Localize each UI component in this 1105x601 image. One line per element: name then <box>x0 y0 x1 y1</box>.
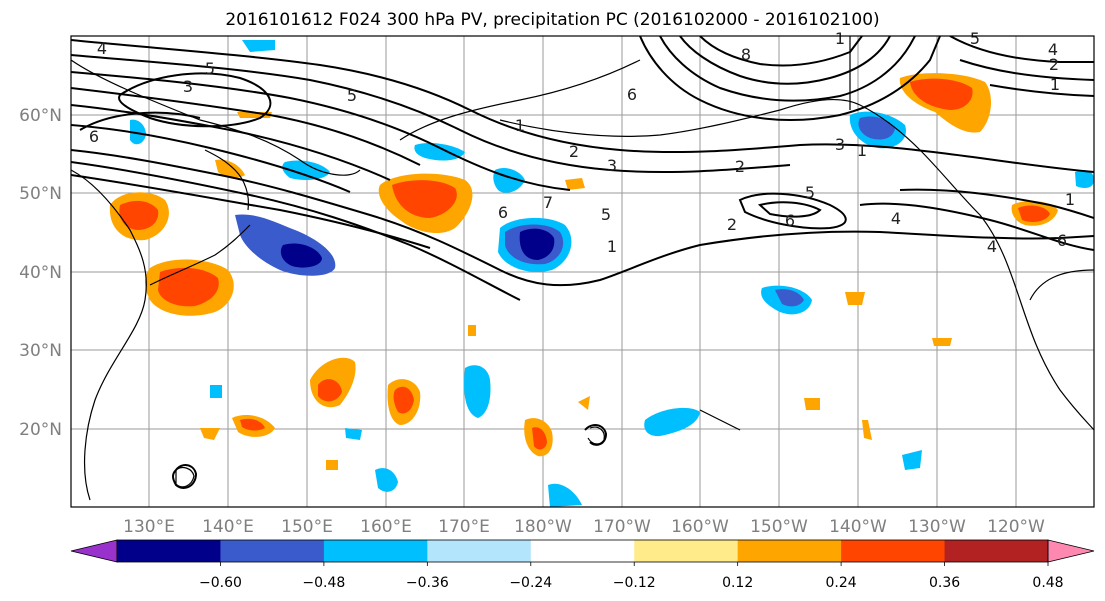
longitude-labels: 130°E 140°E 150°E 160°E 170°E 180°W 170°W 160°W… <box>123 517 1045 537</box>
pv-contour-label: 2 <box>1049 55 1059 74</box>
pv-contour-label: 8 <box>741 45 751 64</box>
pv-contour-label: 4 <box>97 39 107 58</box>
precipitation-anomaly-shading <box>109 40 1094 507</box>
pv-contour-label: 5 <box>347 86 357 105</box>
map-title: 2016101612 F024 300 hPa PV, precipitatio… <box>225 10 880 30</box>
pv-contour-label: 3 <box>607 156 617 175</box>
colorbar-bin <box>634 540 739 562</box>
colorbar-tick-label: −0.60 <box>199 575 242 591</box>
pv-contour-label: 2 <box>569 142 579 161</box>
longitude-label: 140°E <box>202 517 254 537</box>
colorbar-tick-label: 0.36 <box>929 575 960 591</box>
colorbar-extend-min <box>70 539 118 563</box>
pv-contour-label: 6 <box>498 203 508 222</box>
pv-contour-label: 5 <box>601 205 611 224</box>
pv-contour-label: 2 <box>735 157 745 176</box>
colorbar-tick-label: 0.12 <box>722 575 753 591</box>
pv-contour-label: 6 <box>785 211 795 230</box>
longitude-label: 150°W <box>750 517 808 537</box>
colorbar-tick-label: −0.12 <box>613 575 656 591</box>
longitude-label: 170°W <box>593 517 651 537</box>
pv-contour-label: 6 <box>1057 231 1067 250</box>
colorbar-bin <box>530 540 635 562</box>
pv-contour-label: 1 <box>607 237 617 256</box>
colorbar-bin <box>323 540 428 562</box>
pv-contour-label: 1 <box>835 29 845 48</box>
colorbar-bin <box>841 540 946 562</box>
colorbar-bin <box>737 540 842 562</box>
pv-contour-label: 3 <box>183 77 193 96</box>
longitude-label: 120°W <box>987 517 1045 537</box>
longitude-label: 160°E <box>360 517 412 537</box>
pv-contour-label: 5 <box>970 29 980 48</box>
colorbar-outline <box>116 539 1049 563</box>
latitude-label: 30°N <box>19 341 62 361</box>
pv-contour-label: 1 <box>515 116 525 135</box>
pv-contour-label: 4 <box>987 237 997 256</box>
latitude-label: 60°N <box>19 106 62 126</box>
pv-contour-label: 5 <box>805 183 815 202</box>
pv-contour-label: 1 <box>1050 75 1060 94</box>
longitude-label: 130°W <box>908 517 966 537</box>
colorbar-tick-label: −0.48 <box>302 575 345 591</box>
longitude-label: 180°W <box>514 517 572 537</box>
colorbar-tick-label: 0.24 <box>826 575 857 591</box>
colorbar-tick-label: −0.36 <box>406 575 449 591</box>
colorbar <box>70 539 1095 563</box>
longitude-label: 140°W <box>829 517 887 537</box>
pv-contours <box>71 36 1094 489</box>
latitude-label: 40°N <box>19 263 62 283</box>
colorbar-bin <box>944 540 1049 562</box>
pv-contour-label: 3 <box>835 135 845 154</box>
latitude-labels: 60°N 50°N 40°N 30°N 20°N <box>19 106 62 440</box>
colorbar-bin <box>427 540 532 562</box>
pv-contour-label: 2 <box>727 215 737 234</box>
colorbar-bin <box>117 540 221 562</box>
pv-contour-label: 1 <box>1065 190 1075 209</box>
pv-contour-label: 6 <box>627 85 637 104</box>
pv-contour-label: 5 <box>205 59 215 78</box>
latitude-label: 50°N <box>19 184 62 204</box>
colorbar-tick-label: −0.24 <box>509 575 552 591</box>
colorbar-extend-max <box>1047 539 1095 563</box>
colorbar-tick-label: 0.48 <box>1032 575 1063 591</box>
pv-contour-label: 1 <box>857 141 867 160</box>
longitude-label: 160°W <box>671 517 729 537</box>
longitude-label: 170°E <box>438 517 490 537</box>
pv-contour-label: 4 <box>1048 40 1058 59</box>
pv-contour-label: 6 <box>89 127 99 146</box>
longitude-label: 150°E <box>281 517 333 537</box>
pv-contour-label: 7 <box>543 193 553 212</box>
colorbar-bin <box>220 540 325 562</box>
map-border <box>70 35 1095 508</box>
longitude-label: 130°E <box>123 517 175 537</box>
colorbar-tick-labels: −0.60 −0.48 −0.36 −0.24 −0.12 0.12 0.24 0.36 0.4… <box>199 562 1064 591</box>
pv-contour-label: 4 <box>891 209 901 228</box>
latitude-label: 20°N <box>19 420 62 440</box>
